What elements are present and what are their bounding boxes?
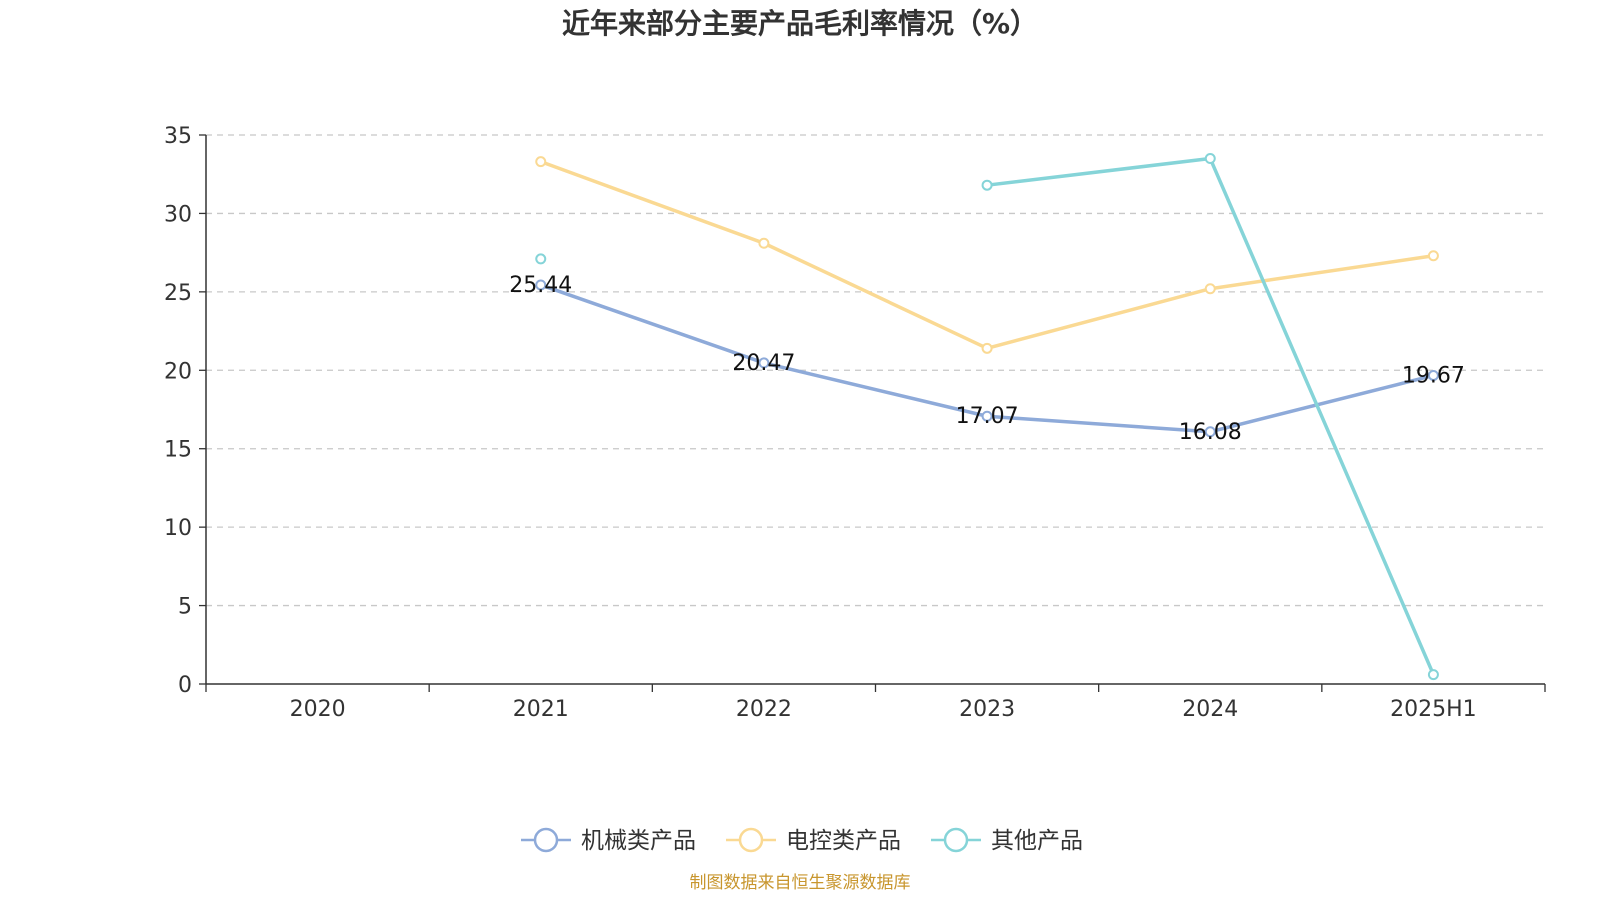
y-tick-label: 25 [164,281,192,306]
data-point[interactable] [1204,153,1216,165]
data-point[interactable] [981,179,993,191]
data-point[interactable] [758,237,770,249]
x-tick-label: 2025H1 [1390,697,1477,722]
series-group [535,279,1439,438]
y-tick-label: 15 [164,438,192,463]
x-tick-label: 2023 [959,697,1015,722]
legend[interactable]: 机械类产品 电控类产品 其他产品 [521,827,1083,854]
data-label: 16.08 [1179,420,1242,445]
series-layer [535,153,1439,681]
legend-item[interactable]: 机械类产品 [521,827,696,854]
legend-label: 机械类产品 [581,828,696,854]
x-tick-label: 2024 [1182,697,1238,722]
data-point[interactable] [981,410,993,422]
data-label: 17.07 [956,404,1019,429]
data-point[interactable] [981,342,993,354]
axes: 0 5 10 15 20 25 30 35 2020 2021 2022 2023 2024 2025H1 [164,124,1546,722]
series-line [986,156,1436,676]
series-group [535,153,1439,681]
series-group [535,156,1439,354]
chart-title: 近年来部分主要产品毛利率情况（%） [562,7,1038,40]
data-label: 19.67 [1402,363,1465,388]
grid-lines [206,134,1545,607]
data-point[interactable] [758,357,770,369]
data-point[interactable] [1204,426,1216,438]
x-tick-label: 2022 [736,697,792,722]
y-tick-label: 35 [164,124,192,149]
legend-circle-icon [738,827,764,853]
data-labels: 25.44 20.47 17.07 16.08 19.67 [509,273,1465,445]
legend-label: 电控类产品 [786,828,901,854]
legend-circle-icon [943,827,969,853]
legend-item[interactable]: 其他产品 [931,827,1083,854]
legend-label: 其他产品 [991,828,1083,854]
data-point[interactable] [1427,250,1439,262]
source-note: 制图数据来自恒生聚源数据库 [690,873,911,893]
y-tick-label: 20 [164,359,192,384]
x-tick-label: 2020 [290,697,346,722]
data-point[interactable] [535,253,547,265]
y-tick-label: 30 [164,202,192,227]
data-point[interactable] [1427,669,1439,681]
data-point[interactable] [535,156,547,168]
data-point[interactable] [1427,369,1439,381]
data-label: 20.47 [732,351,795,376]
y-tick-label: 5 [178,595,192,620]
y-tick-label: 10 [164,516,192,541]
data-point[interactable] [535,279,547,291]
data-label: 25.44 [509,273,572,298]
y-tick-label: 0 [178,673,192,698]
x-tick-label: 2021 [513,697,569,722]
legend-circle-icon [533,827,559,853]
legend-item[interactable]: 电控类产品 [726,827,901,854]
data-point[interactable] [1204,283,1216,295]
